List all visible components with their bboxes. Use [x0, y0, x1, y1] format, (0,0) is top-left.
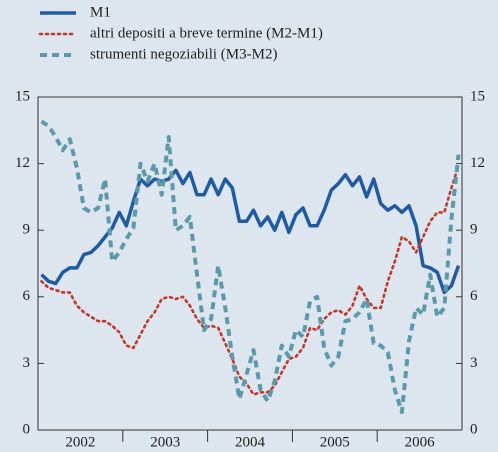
y2-tick-label: 3 [470, 355, 478, 371]
y2-tick-label: 0 [470, 421, 478, 437]
x-tick-label: 2004 [235, 434, 266, 450]
x-tick-label: 2005 [320, 434, 350, 450]
y-tick-label: 0 [23, 421, 31, 437]
y-tick-label: 6 [23, 288, 31, 304]
legend-label: altri depositi a breve termine (M2-M1) [90, 25, 323, 41]
series-line [40, 164, 460, 396]
y-tick-label: 12 [15, 155, 30, 171]
legend-label: M1 [90, 4, 111, 20]
y-tick-label: 3 [23, 355, 31, 371]
y2-tick-label: 6 [470, 288, 478, 304]
y2-tick-label: 9 [470, 222, 478, 238]
y2-tick-label: 12 [470, 155, 485, 171]
series-line [40, 119, 461, 415]
x-tick-label: 2006 [405, 434, 436, 450]
legend-label: strumenti negoziabili (M3-M2) [90, 46, 277, 62]
y2-tick-label: 15 [470, 88, 485, 104]
y-tick-label: 9 [23, 222, 31, 238]
x-tick-label: 2003 [150, 434, 180, 450]
plot-frame [37, 96, 463, 431]
x-tick-label: 2002 [65, 434, 95, 450]
y-tick-label: 15 [15, 88, 30, 104]
